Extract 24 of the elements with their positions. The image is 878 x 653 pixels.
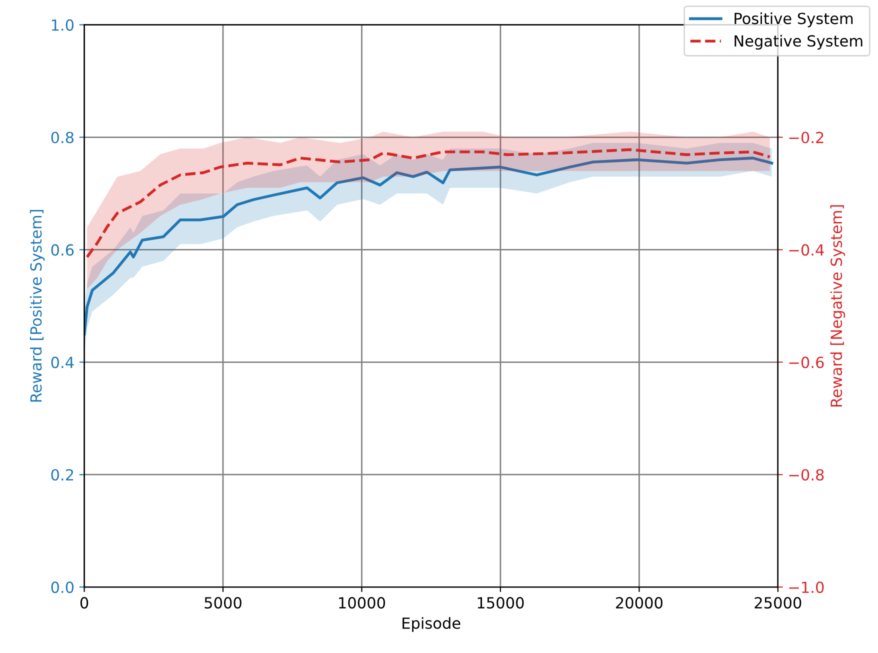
y-tick-label: 0.8: [51, 132, 74, 144]
y2-tick-label: −0.6: [789, 356, 824, 368]
line-series: [84, 156, 774, 336]
y-tick-label: 0.0: [51, 582, 74, 594]
x-tick-label: 5000: [204, 597, 242, 609]
y-tick-label: 1.0: [52, 19, 74, 31]
y2-tick-label: −0.8: [789, 469, 824, 481]
x-axis-title: Episode: [402, 617, 460, 632]
legend-label: Negative System: [734, 34, 862, 50]
line-series: [86, 148, 772, 258]
x-tick-label: 20000: [616, 597, 662, 609]
legend-label: Positive System: [734, 12, 853, 28]
y-tick-label: 0.2: [51, 469, 74, 481]
y2-axis-title: Reward [Negative System]: [830, 205, 846, 406]
y-tick-label: 0.4: [51, 356, 74, 368]
x-tick-label: 0: [80, 597, 88, 609]
y2-tick-label: −0.2: [789, 132, 824, 144]
x-tick-label: 15000: [478, 597, 524, 609]
x-tick-label: 25000: [754, 597, 802, 609]
y-tick-label: 0.6: [51, 244, 74, 256]
y2-tick-label: −1.0: [789, 582, 824, 594]
x-tick-label: 10000: [339, 597, 386, 609]
y-axis-title: Reward [Positive System]: [30, 210, 45, 402]
y2-tick-label: −0.4: [789, 244, 824, 256]
